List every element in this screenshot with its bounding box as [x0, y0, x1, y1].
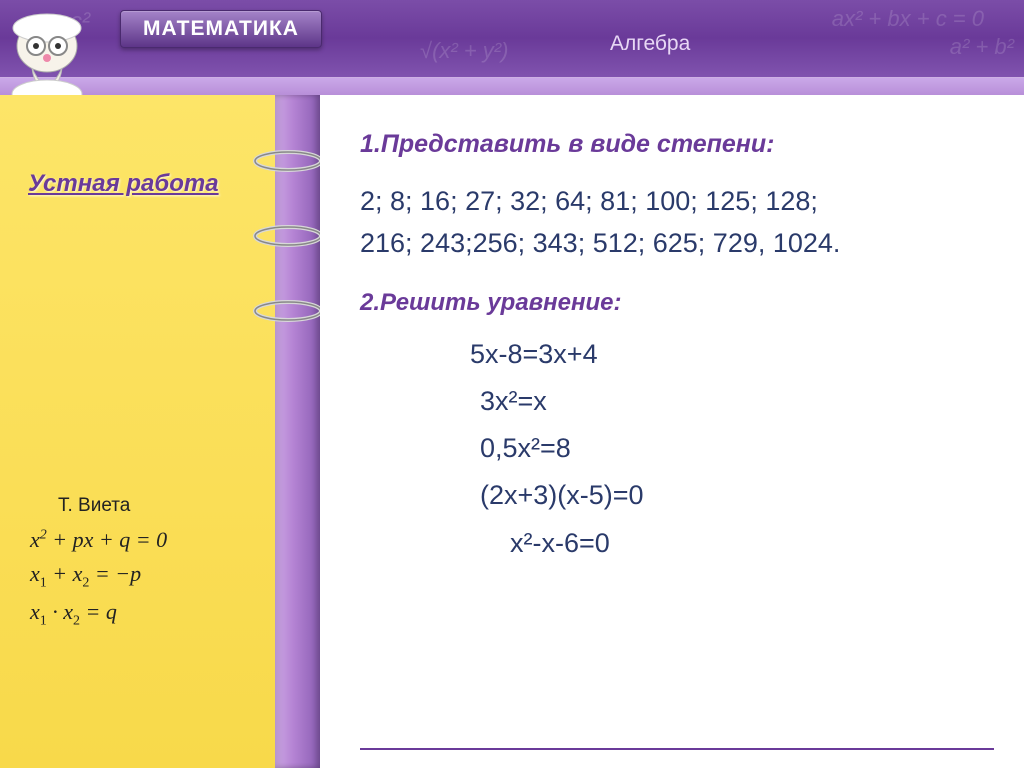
vieta-block: Т. Виета x2 + px + q = 0 x1 + x2 = −p x1… [30, 495, 167, 638]
title-text: МАТЕМАТИКА [143, 17, 299, 40]
equation-2: 3х²=х [360, 378, 994, 425]
subject-label: Алгебра [610, 32, 690, 56]
sidebar-title: Устная работа [0, 170, 275, 198]
footer-rule [360, 748, 994, 750]
title-tab: МАТЕМАТИКА [120, 10, 322, 48]
equation-3: 0,5х²=8 [360, 425, 994, 472]
equation-4: (2х+3)(х-5)=0 [360, 472, 994, 519]
mascot-icon [0, 6, 102, 95]
vieta-eq-2: x1 + x2 = −p [30, 561, 167, 591]
main-area: Устная работа Т. Виета x2 + px + q = 0 x… [0, 95, 1024, 768]
vieta-eq-1: x2 + px + q = 0 [30, 527, 167, 553]
vieta-title: Т. Виета [58, 495, 167, 517]
equation-5: х²-х-6=0 [360, 520, 994, 567]
notebook-spine [275, 95, 320, 768]
numbers-line-2: 216; 243;256; 343; 512; 625; 729, 1024. [360, 223, 994, 265]
task2-equations: 5х-8=3х+4 3х²=х 0,5х²=8 (2х+3)(х-5)=0 х²… [360, 331, 994, 567]
task2-heading: 2.Решить уравнение: [360, 289, 994, 317]
formula-root: √(x² + y²) [420, 38, 508, 64]
ring-icon [253, 225, 323, 247]
ring-icon [253, 300, 323, 322]
numbers-line-1: 2; 8; 16; 27; 32; 64; 81; 100; 125; 128; [360, 181, 994, 223]
task1-numbers: 2; 8; 16; 27; 32; 64; 81; 100; 125; 128;… [360, 181, 994, 265]
equation-1: 5х-8=3х+4 [360, 331, 994, 378]
header-strip [0, 77, 1024, 95]
vieta-eq-3: x1 · x2 = q [30, 599, 167, 629]
formula-pythag: a² + b² [950, 34, 1014, 60]
right-panel: 1.Представить в виде степени: 2; 8; 16; … [320, 95, 1024, 768]
left-panel: Устная работа Т. Виета x2 + px + q = 0 x… [0, 95, 275, 768]
formula-quadratic: ax² + bx + c = 0 [832, 6, 984, 32]
task1-heading: 1.Представить в виде степени: [360, 130, 994, 159]
header-bar: ax² + bx + c = 0 √(x² + y²) a² + b² c² М… [0, 0, 1024, 95]
ring-icon [253, 150, 323, 172]
